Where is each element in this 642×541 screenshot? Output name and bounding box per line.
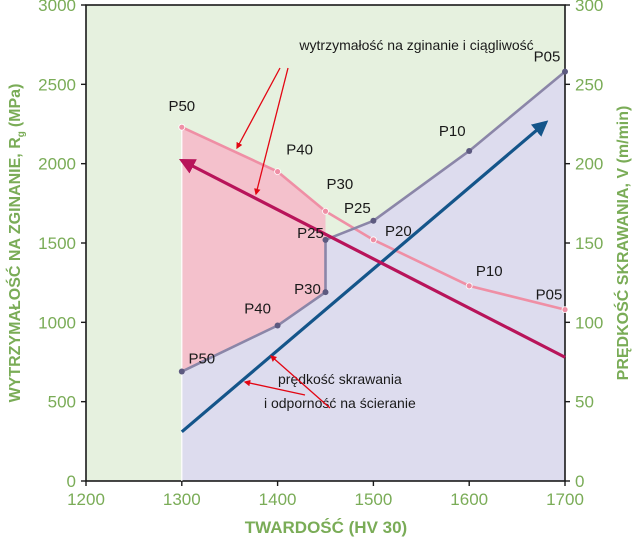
annotation-cutting-speed-line2: i odporność na ścieranie — [264, 395, 416, 411]
x-tick-label: 1600 — [450, 490, 488, 509]
point-label-lower: P50 — [188, 351, 215, 368]
y-right-tick-label: 50 — [575, 393, 594, 412]
callout-arrow-bending-2 — [254, 67, 289, 196]
annotation-bending-strength: wytrzymałość na zginanie i ciągliwość — [298, 37, 533, 53]
point-label-upper: P05 — [536, 287, 563, 304]
data-point-lower — [322, 236, 329, 243]
region-below — [181, 71, 566, 481]
y-left-tick-label: 0 — [67, 472, 76, 491]
y-right-tick-label: 150 — [575, 234, 603, 253]
point-label-lower: P40 — [244, 301, 271, 318]
point-label-upper: P10 — [476, 263, 503, 280]
left-axis-title-main: WYTRZYMAŁOŚĆ NA ZGINANIE, R — [5, 137, 24, 403]
left-axis-title: WYTRZYMAŁOŚĆ NA ZGINANIE, Rg (MPa) — [5, 84, 27, 403]
data-point-lower — [322, 289, 329, 296]
data-point-lower — [466, 147, 473, 154]
y-right-tick-label: 100 — [575, 313, 603, 332]
point-label-crossing-p25: P25 — [344, 200, 371, 217]
point-label-lower: P25 — [297, 225, 324, 242]
data-point-lower — [178, 368, 185, 375]
x-axis-title: TWARDOŚĆ (HV 30) — [245, 518, 407, 537]
point-label-upper: P20 — [385, 223, 412, 240]
point-label-upper: P50 — [168, 98, 195, 115]
left-axis-title-unit: (MPa) — [7, 84, 24, 128]
x-tick-label: 1700 — [546, 490, 584, 509]
region-pink — [181, 127, 326, 372]
data-point-lower — [562, 68, 568, 75]
callout-arrow-cutting-2 — [243, 379, 306, 396]
series-line-bending-strength — [181, 125, 566, 311]
y-right-tick-label: 200 — [575, 155, 603, 174]
y-left-tick-label: 3000 — [38, 0, 76, 15]
left-axis-title-subscript: g — [16, 131, 27, 137]
data-point-lower — [274, 322, 281, 329]
point-label-crossing-p30: P30 — [327, 176, 354, 193]
y-left-tick-label: 2500 — [38, 75, 76, 94]
point-label-lower: P10 — [439, 123, 466, 140]
callout-arrow-bending-1 — [236, 67, 281, 150]
bending-strength-trend-arrow — [178, 159, 566, 359]
data-point-lower — [370, 217, 377, 224]
y-left-tick-label: 1500 — [38, 234, 76, 253]
data-point-upper — [561, 306, 569, 314]
x-tick-label: 1400 — [259, 490, 297, 509]
data-point-upper — [369, 236, 377, 244]
y-left-tick-label: 2000 — [38, 155, 76, 174]
cutting-speed-trend-arrow — [180, 120, 549, 434]
x-tick-label: 1300 — [163, 490, 201, 509]
y-left-tick-label: 1000 — [38, 313, 76, 332]
data-point-upper — [322, 207, 329, 215]
x-tick-label: 1200 — [67, 490, 105, 509]
y-right-tick-label: 300 — [575, 0, 603, 15]
right-axis-title: PRĘDKOŚĆ SKRAWANIA, V (m/min) — [613, 106, 632, 381]
y-left-tick-label: 500 — [48, 393, 76, 412]
point-label-lower: P30 — [294, 281, 321, 298]
callout-arrow-cutting-1 — [270, 355, 331, 409]
point-label-upper: P40 — [286, 142, 313, 159]
data-point-upper — [274, 168, 282, 176]
annotation-cutting-speed-line1: prędkość skrawania — [278, 371, 402, 387]
x-tick-label: 1500 — [354, 490, 392, 509]
point-label-lower: P05 — [534, 49, 561, 66]
data-point-upper — [465, 282, 473, 290]
data-point-upper — [178, 123, 186, 131]
y-right-tick-label: 0 — [575, 472, 584, 491]
y-right-tick-label: 250 — [575, 75, 603, 94]
